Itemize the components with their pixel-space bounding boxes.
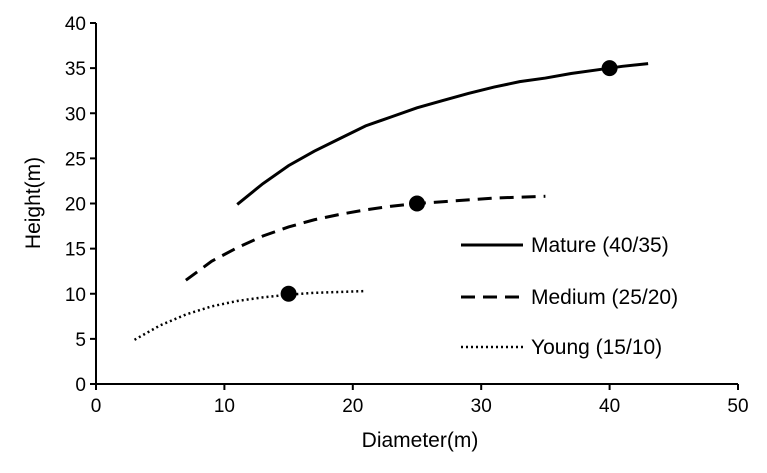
series-layer <box>133 60 649 341</box>
y-tick-label: 25 <box>65 149 86 170</box>
x-tick-label: 0 <box>91 396 102 417</box>
x-tick-label: 10 <box>214 396 235 417</box>
y-tick-label: 30 <box>65 104 86 125</box>
x-tick-label: 40 <box>599 396 620 417</box>
legend-label: Mature (40/35) <box>531 234 669 257</box>
y-axis-title: Height(m) <box>22 157 45 249</box>
x-axis-title: Diameter(m) <box>362 429 479 452</box>
series-line-dashed <box>184 194 546 282</box>
legend-label: Young (15/10) <box>531 336 662 359</box>
y-tick-label: 35 <box>65 59 86 80</box>
x-tick-label: 20 <box>342 396 363 417</box>
y-tick-label: 0 <box>75 375 86 396</box>
series-marker-solid <box>601 60 618 77</box>
series-line-solid <box>236 62 649 206</box>
y-tick-label: 5 <box>75 330 86 351</box>
y-tick-label: 10 <box>65 285 86 306</box>
axes: 0 10 20 30 40 50 0 5 10 15 20 25 30 35 40 <box>65 14 749 417</box>
legend-label: Medium (25/20) <box>531 286 678 309</box>
series-marker-dotted <box>280 285 297 302</box>
x-tick-label: 50 <box>727 396 748 417</box>
x-tick-label: 30 <box>471 396 492 417</box>
series-marker-dashed <box>409 195 425 212</box>
series-line-dotted <box>133 289 366 341</box>
y-tick-label: 20 <box>65 195 86 216</box>
y-tick-label: 15 <box>65 240 86 261</box>
legend: Mature (40/35) Medium (25/20) Young (15/10… <box>461 234 678 359</box>
y-tick-label: 40 <box>65 14 86 35</box>
